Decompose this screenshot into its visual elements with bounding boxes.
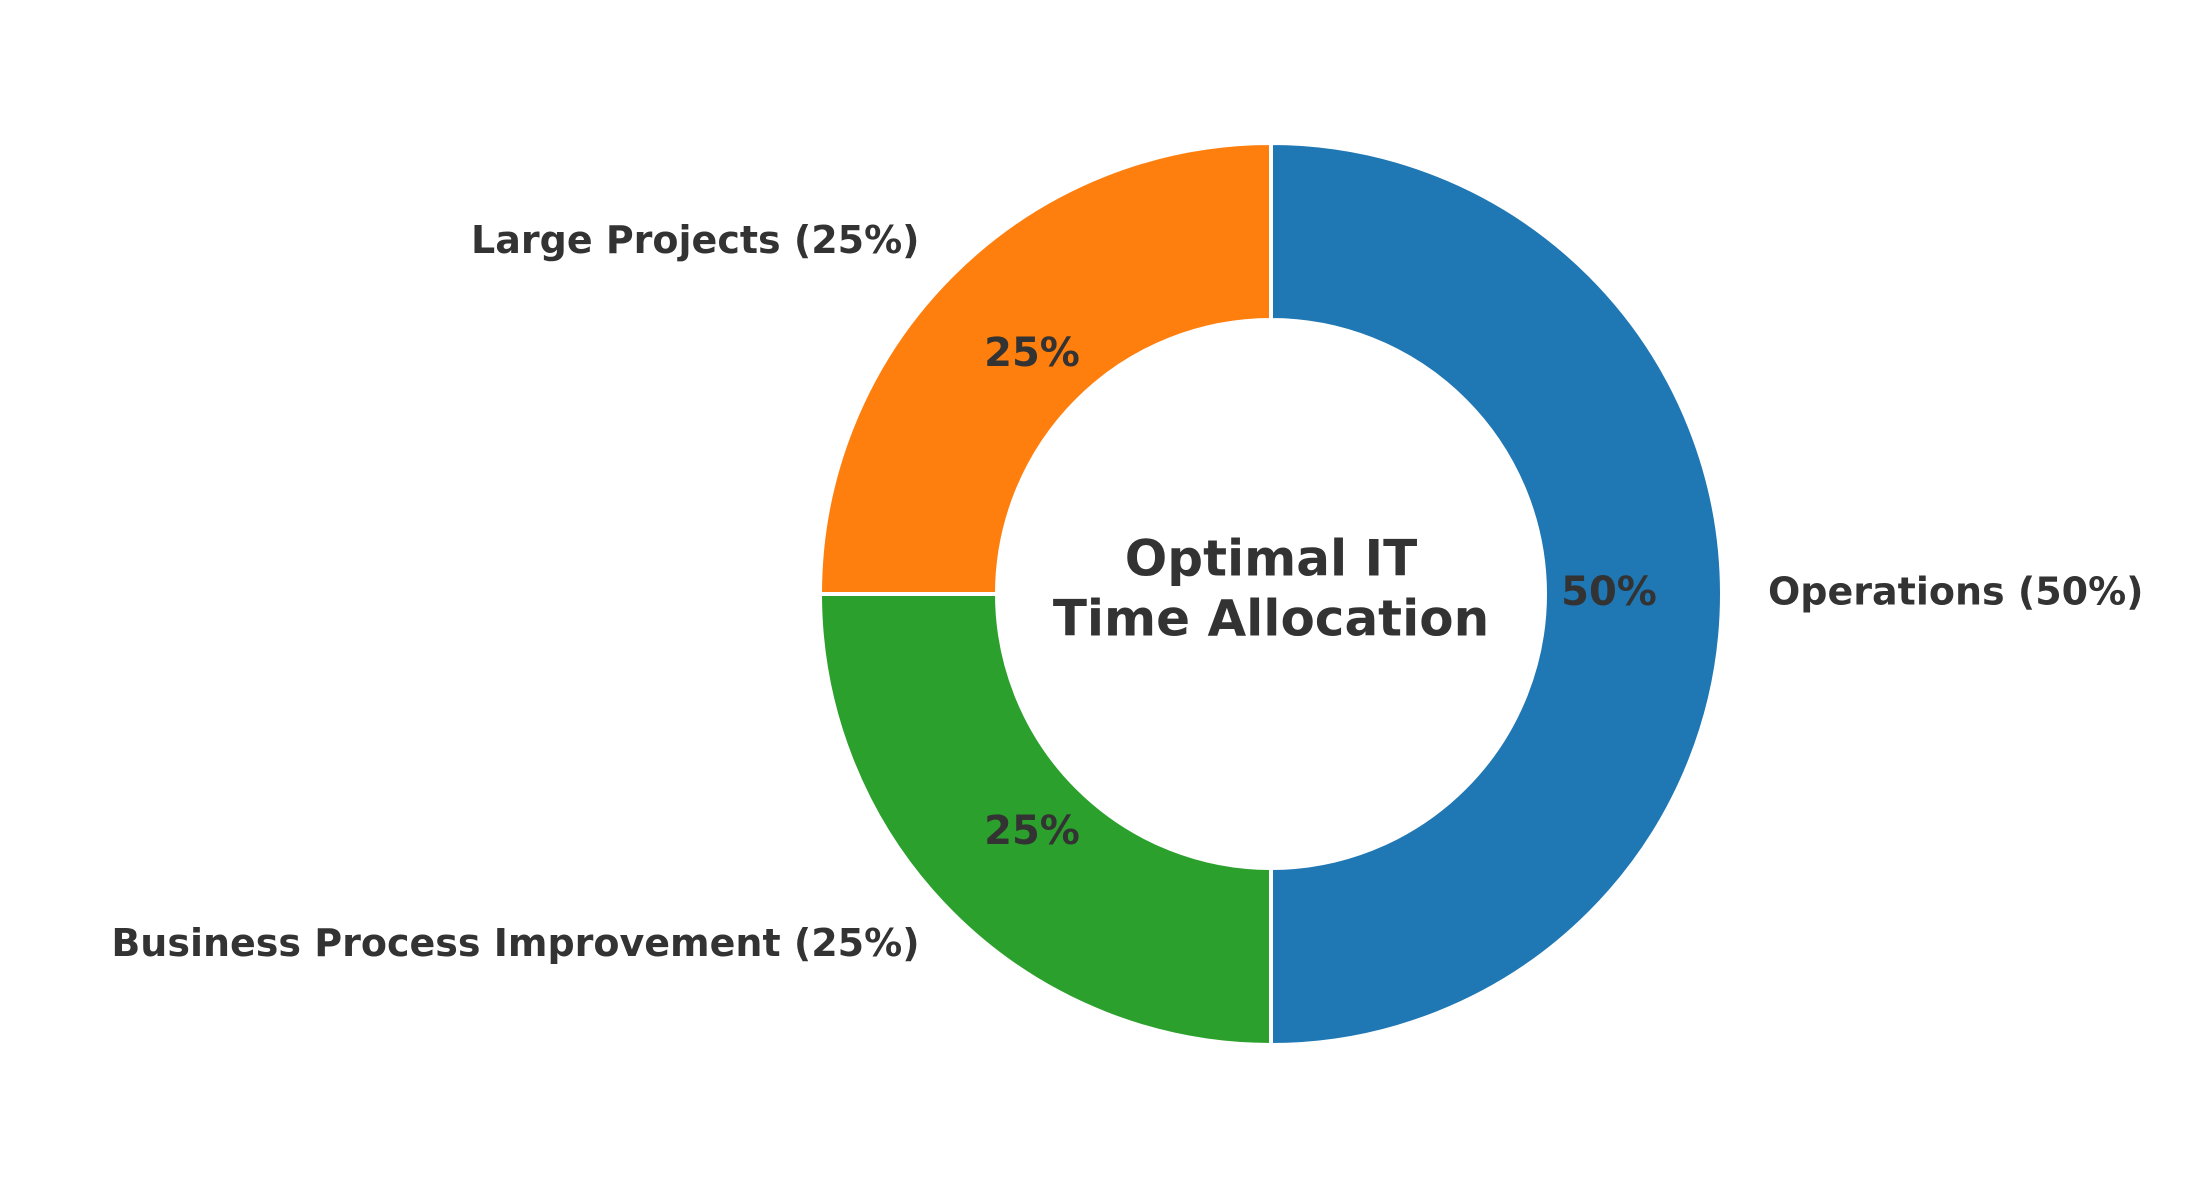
slice-label: Large Projects (25%)	[471, 218, 920, 262]
donut-slice	[817, 592, 1273, 1048]
value-label: 25%	[984, 808, 1080, 854]
value-label: 25%	[984, 330, 1080, 376]
slice-label: Operations (50%)	[1768, 570, 2144, 614]
chart-title: Optimal IT	[1125, 530, 1417, 588]
slice-label: Business Process Improvement (25%)	[111, 921, 919, 965]
value-label: 50%	[1561, 569, 1657, 615]
donut-slice	[817, 140, 1273, 596]
donut-slice	[1269, 140, 1724, 1048]
chart-title: Time Allocation	[1053, 590, 1489, 648]
